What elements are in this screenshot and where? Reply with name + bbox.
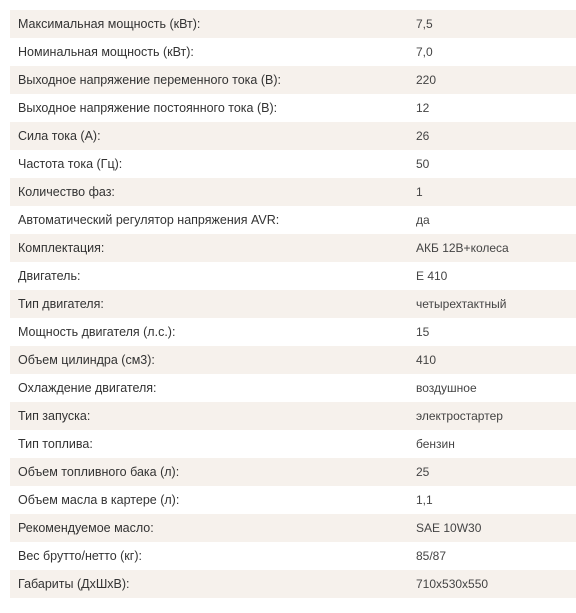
spec-value: воздушное	[416, 381, 477, 395]
spec-value: 7,5	[416, 17, 433, 31]
spec-label: Объем топливного бака (л):	[18, 465, 180, 479]
spec-row-cooling: Охлаждение двигателя: воздушное	[10, 374, 576, 402]
spec-label: Частота тока (Гц):	[18, 157, 123, 171]
spec-row-engine-power: Мощность двигателя (л.с.): 15	[10, 318, 576, 346]
spec-row-weight: Вес брутто/нетто (кг): 85/87	[10, 542, 576, 570]
spec-row-start-type: Тип запуска: электростартер	[10, 402, 576, 430]
spec-row-recommended-oil: Рекомендуемое масло: SAE 10W30	[10, 514, 576, 542]
spec-row-frequency: Частота тока (Гц): 50	[10, 150, 576, 178]
spec-value: бензин	[416, 437, 455, 451]
spec-row-dc-voltage: Выходное напряжение постоянного тока (В)…	[10, 94, 576, 122]
spec-label: Вес брутто/нетто (кг):	[18, 549, 142, 563]
spec-row-max-power: Максимальная мощность (кВт): 7,5	[10, 10, 576, 38]
spec-label: Рекомендуемое масло:	[18, 521, 154, 535]
spec-value: АКБ 12В+колеса	[416, 241, 509, 255]
spec-row-phases: Количество фаз: 1	[10, 178, 576, 206]
spec-row-engine: Двигатель: E 410	[10, 262, 576, 290]
spec-label: Комплектация:	[18, 241, 105, 255]
spec-label: Максимальная мощность (кВт):	[18, 17, 201, 31]
spec-value: 220	[416, 73, 437, 87]
spec-value: 1	[416, 185, 423, 199]
spec-label: Объем цилиндра (см3):	[18, 353, 155, 367]
spec-label: Автоматический регулятор напряжения AVR:	[18, 213, 280, 227]
spec-value: 7,0	[416, 45, 433, 59]
spec-row-dimensions: Габариты (ДхШхВ): 710х530х550	[10, 570, 576, 598]
spec-row-oil-volume: Объем масла в картере (л): 1,1	[10, 486, 576, 514]
spec-value: 410	[416, 353, 437, 367]
spec-row-rated-power: Номинальная мощность (кВт): 7,0	[10, 38, 576, 66]
spec-value: SAE 10W30	[416, 521, 482, 535]
spec-table: Максимальная мощность (кВт): 7,5 Номинал…	[10, 10, 576, 598]
spec-value: электростартер	[416, 409, 503, 423]
spec-label: Тип запуска:	[18, 409, 91, 423]
spec-row-engine-type: Тип двигателя: четырехтактный	[10, 290, 576, 318]
spec-row-displacement: Объем цилиндра (см3): 410	[10, 346, 576, 374]
spec-value: 15	[416, 325, 430, 339]
spec-label: Двигатель:	[18, 269, 81, 283]
spec-value: 12	[416, 101, 430, 115]
spec-value: 85/87	[416, 549, 447, 563]
spec-value: E 410	[416, 269, 448, 283]
spec-row-fuel-type: Тип топлива: бензин	[10, 430, 576, 458]
spec-row-current: Сила тока (А): 26	[10, 122, 576, 150]
spec-label: Номинальная мощность (кВт):	[18, 45, 194, 59]
spec-label: Выходное напряжение переменного тока (В)…	[18, 73, 281, 87]
spec-label: Количество фаз:	[18, 185, 115, 199]
spec-row-ac-voltage: Выходное напряжение переменного тока (В)…	[10, 66, 576, 94]
spec-row-avr: Автоматический регулятор напряжения AVR:…	[10, 206, 576, 234]
spec-label: Охлаждение двигателя:	[18, 381, 157, 395]
spec-value: 26	[416, 129, 430, 143]
spec-label: Габариты (ДхШхВ):	[18, 577, 130, 591]
spec-value: 710х530х550	[416, 577, 489, 591]
spec-label: Мощность двигателя (л.с.):	[18, 325, 176, 339]
spec-row-package: Комплектация: АКБ 12В+колеса	[10, 234, 576, 262]
spec-label: Выходное напряжение постоянного тока (В)…	[18, 101, 278, 115]
spec-label: Тип двигателя:	[18, 297, 104, 311]
spec-value: 25	[416, 465, 430, 479]
spec-value: да	[416, 213, 430, 227]
spec-label: Тип топлива:	[18, 437, 93, 451]
spec-label: Сила тока (А):	[18, 129, 101, 143]
spec-value: четырехтактный	[416, 297, 507, 311]
spec-row-tank-volume: Объем топливного бака (л): 25	[10, 458, 576, 486]
spec-label: Объем масла в картере (л):	[18, 493, 180, 507]
spec-value: 1,1	[416, 493, 433, 507]
spec-value: 50	[416, 157, 430, 171]
